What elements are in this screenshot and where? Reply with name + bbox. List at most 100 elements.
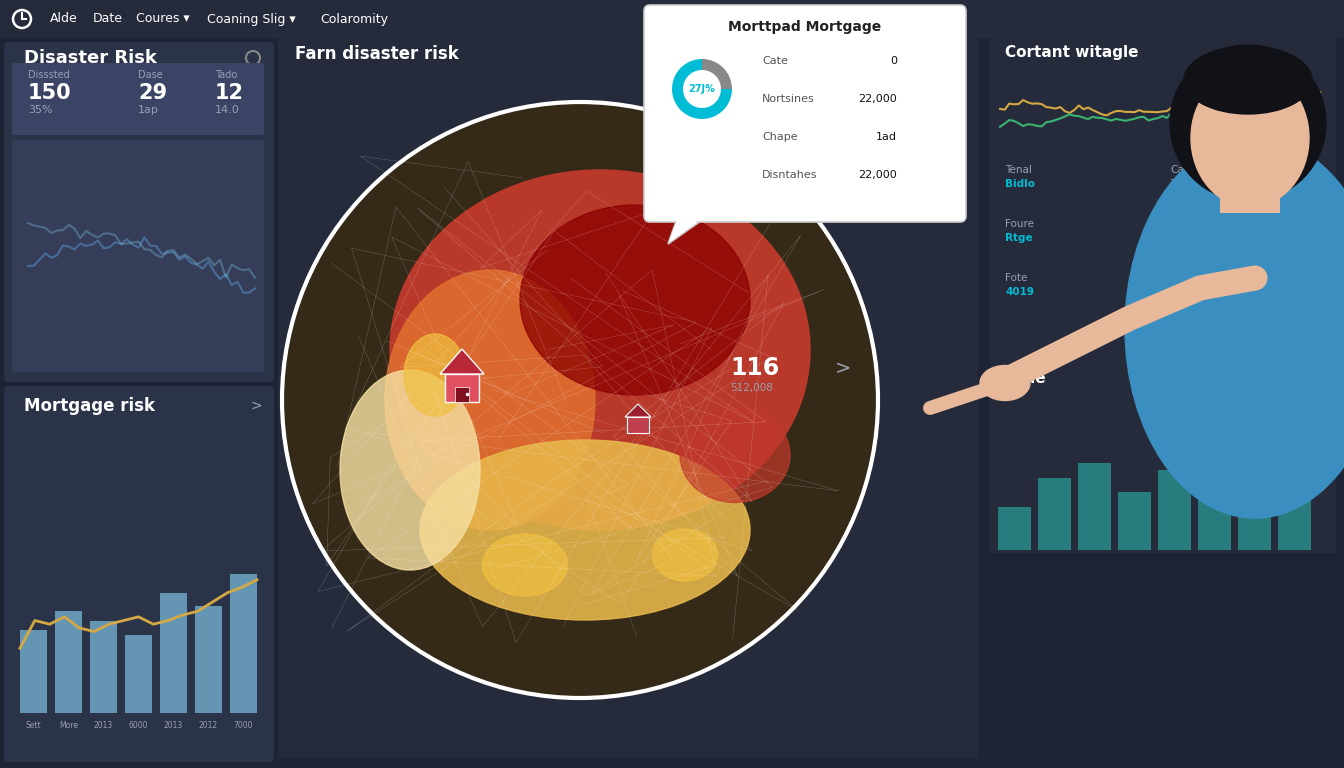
Ellipse shape xyxy=(680,408,790,502)
FancyBboxPatch shape xyxy=(999,507,1031,550)
FancyBboxPatch shape xyxy=(1220,153,1279,213)
FancyBboxPatch shape xyxy=(644,5,966,222)
Text: >: > xyxy=(835,359,851,378)
FancyBboxPatch shape xyxy=(1238,449,1271,550)
Text: Alde: Alde xyxy=(50,12,78,25)
Text: Carrion: Carrion xyxy=(1171,165,1208,175)
Text: c0,000: c0,000 xyxy=(1171,233,1206,243)
Text: Coaning Slig ▾: Coaning Slig ▾ xyxy=(207,12,296,25)
Ellipse shape xyxy=(1184,46,1312,114)
Text: 6000: 6000 xyxy=(129,720,148,730)
Text: 512,008: 512,008 xyxy=(730,383,773,393)
FancyBboxPatch shape xyxy=(55,611,82,713)
Text: Disaster Risk: Disaster Risk xyxy=(24,49,157,67)
Text: Sorty Fegene: Sorty Fegene xyxy=(1171,273,1239,283)
Ellipse shape xyxy=(980,366,1030,400)
Polygon shape xyxy=(439,349,484,374)
Polygon shape xyxy=(671,214,706,241)
Text: .100220: .100220 xyxy=(1171,287,1212,297)
Text: 35%: 35% xyxy=(28,105,52,115)
Wedge shape xyxy=(672,59,732,119)
Text: 1.20m of 80tem: 1.20m of 80tem xyxy=(1171,179,1254,189)
FancyBboxPatch shape xyxy=(445,374,478,402)
Ellipse shape xyxy=(520,205,750,395)
Circle shape xyxy=(282,102,878,698)
Text: Disssted: Disssted xyxy=(28,70,70,80)
FancyBboxPatch shape xyxy=(1278,485,1310,550)
Ellipse shape xyxy=(1125,138,1344,518)
Text: 2012: 2012 xyxy=(199,720,218,730)
Text: Tado: Tado xyxy=(215,70,238,80)
Text: Disntahes: Disntahes xyxy=(762,170,817,180)
Ellipse shape xyxy=(1191,69,1309,207)
FancyBboxPatch shape xyxy=(12,140,263,372)
FancyBboxPatch shape xyxy=(195,606,222,713)
Text: 22,000: 22,000 xyxy=(859,94,896,104)
Ellipse shape xyxy=(419,440,750,620)
Text: Colaromity: Colaromity xyxy=(320,12,388,25)
Ellipse shape xyxy=(482,534,567,596)
Text: Nortsines: Nortsines xyxy=(762,94,814,104)
Text: 150: 150 xyxy=(28,83,71,103)
Text: 116: 116 xyxy=(730,356,780,380)
FancyBboxPatch shape xyxy=(991,38,1336,553)
Text: Farn disaster risk: Farn disaster risk xyxy=(294,45,458,63)
FancyBboxPatch shape xyxy=(1159,470,1191,550)
Text: Cortant witagle: Cortant witagle xyxy=(1005,45,1138,61)
FancyBboxPatch shape xyxy=(160,593,187,713)
FancyBboxPatch shape xyxy=(456,387,469,402)
Text: Bidlo: Bidlo xyxy=(1005,179,1035,189)
Text: Tytle: Tytle xyxy=(1005,370,1047,386)
Text: Morttpad Mortgage: Morttpad Mortgage xyxy=(728,20,882,34)
Ellipse shape xyxy=(652,529,718,581)
Wedge shape xyxy=(702,59,732,89)
Text: Date: Date xyxy=(93,12,124,25)
FancyBboxPatch shape xyxy=(90,621,117,713)
FancyBboxPatch shape xyxy=(1198,455,1231,550)
FancyBboxPatch shape xyxy=(628,417,649,433)
Text: 4019: 4019 xyxy=(1005,287,1034,297)
Text: Rtge: Rtge xyxy=(1005,233,1032,243)
FancyBboxPatch shape xyxy=(0,0,1344,38)
FancyBboxPatch shape xyxy=(230,574,257,713)
Ellipse shape xyxy=(340,370,480,570)
Polygon shape xyxy=(625,404,650,417)
FancyBboxPatch shape xyxy=(12,63,263,135)
FancyBboxPatch shape xyxy=(4,42,274,382)
Text: Tenal: Tenal xyxy=(1005,165,1032,175)
Text: 0: 0 xyxy=(890,56,896,66)
Text: Chape: Chape xyxy=(762,132,797,142)
Text: More: More xyxy=(59,720,78,730)
Text: 12: 12 xyxy=(215,83,245,103)
Text: 7000: 7000 xyxy=(234,720,253,730)
Text: >: > xyxy=(250,399,262,413)
Polygon shape xyxy=(668,216,708,244)
FancyBboxPatch shape xyxy=(20,630,47,713)
Text: 14.0: 14.0 xyxy=(215,105,239,115)
FancyBboxPatch shape xyxy=(125,635,152,713)
Text: Sarree: Sarree xyxy=(1171,219,1204,229)
FancyBboxPatch shape xyxy=(1078,463,1111,550)
Text: Sett: Sett xyxy=(26,720,42,730)
Text: Foure: Foure xyxy=(1005,219,1034,229)
Text: Coures ▾: Coures ▾ xyxy=(136,12,190,25)
Text: 1ad: 1ad xyxy=(876,132,896,142)
Text: 22,000: 22,000 xyxy=(859,170,896,180)
Text: Cate: Cate xyxy=(762,56,788,66)
Text: Dase: Dase xyxy=(138,70,163,80)
FancyBboxPatch shape xyxy=(278,38,978,758)
FancyBboxPatch shape xyxy=(4,386,274,762)
FancyBboxPatch shape xyxy=(1118,492,1150,550)
Text: Mortgage risk: Mortgage risk xyxy=(24,397,155,415)
Text: 29: 29 xyxy=(138,83,167,103)
Text: 1ap: 1ap xyxy=(138,105,159,115)
Text: 27J%: 27J% xyxy=(688,84,715,94)
Text: 2013: 2013 xyxy=(164,720,183,730)
Text: 2013: 2013 xyxy=(94,720,113,730)
Ellipse shape xyxy=(390,170,810,530)
Circle shape xyxy=(1171,45,1327,201)
FancyBboxPatch shape xyxy=(1038,478,1071,550)
Text: Fote: Fote xyxy=(1005,273,1027,283)
Ellipse shape xyxy=(384,270,595,530)
Ellipse shape xyxy=(405,334,466,416)
